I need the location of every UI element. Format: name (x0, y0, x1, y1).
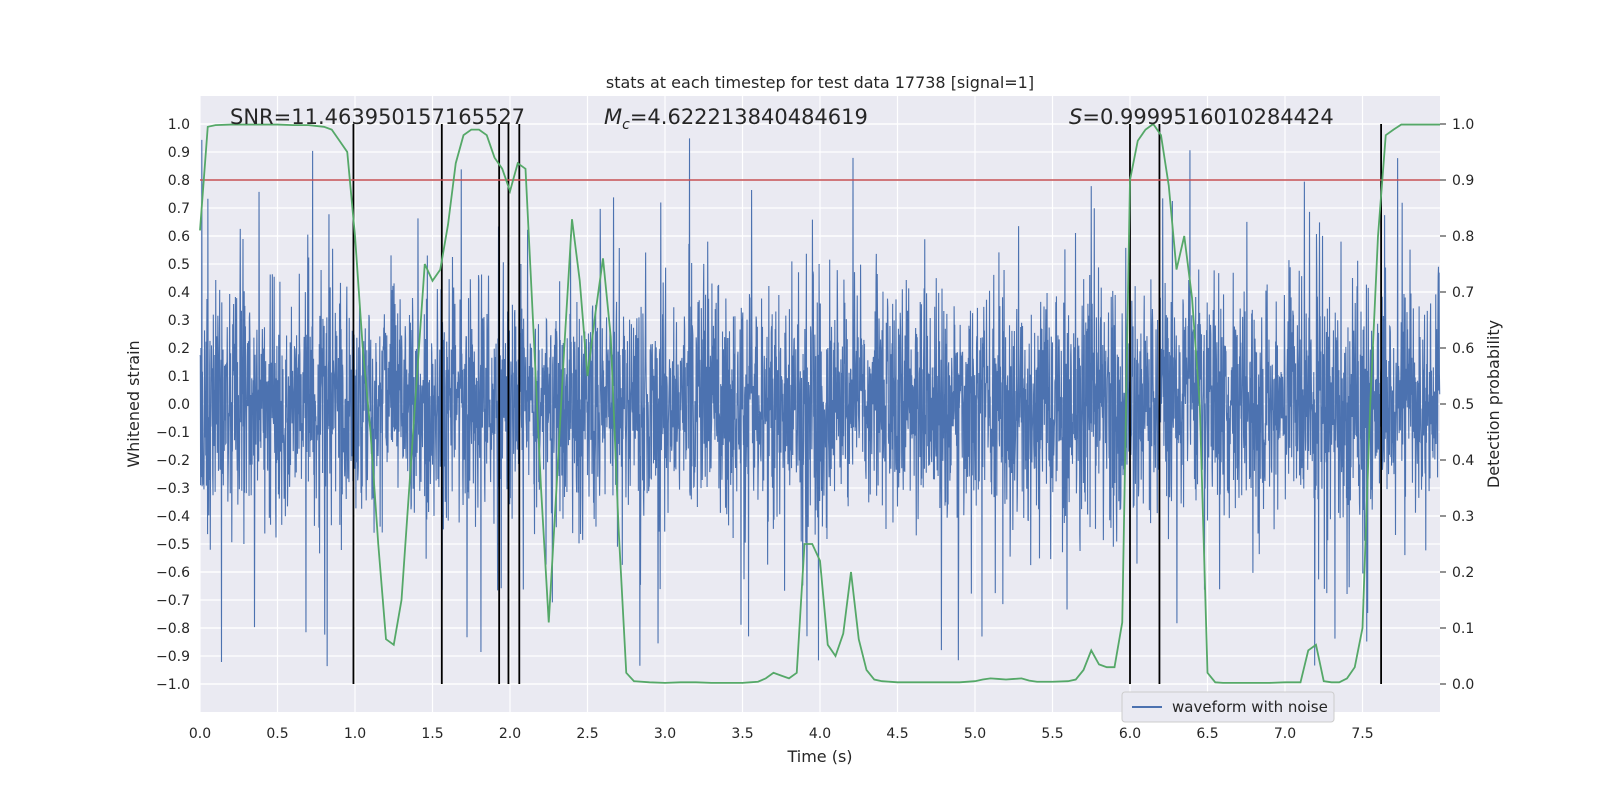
y-tick-labels: −1.0 −0.9 −0.8 −0.7 −0.6 −0.5 −0.4 −0.3 −0.2 −0.1… (156, 117, 190, 693)
y-tick-label: −0.1 (156, 425, 190, 441)
legend-box (1121, 691, 1335, 723)
x-tick-label: 4.0 (809, 726, 831, 742)
y2-tick-label: 0.8 (1452, 229, 1474, 245)
y2-tick-label: 0.2 (1452, 565, 1474, 581)
x-tick-label: 1.5 (421, 726, 443, 742)
x-tick-label: 2.5 (576, 726, 598, 742)
y2-tick-label: 1.0 (1452, 117, 1474, 133)
x-tick-label: 3.0 (654, 726, 676, 742)
y-tick-label: 0.3 (168, 313, 190, 329)
chirp-mass-value: =4.622213840484619 (630, 105, 868, 129)
x-tick-label: 5.5 (1041, 726, 1063, 742)
y2-axis-label: Detection probability (1484, 320, 1503, 488)
legend-label: waveform with noise (1172, 698, 1328, 716)
x-tick-label: 6.5 (1196, 726, 1218, 742)
y-tick-label: 0.2 (168, 341, 190, 357)
waveform-series (199, 138, 1441, 667)
y-tick-label: −0.2 (156, 453, 190, 469)
y2-tick-label: 0.4 (1452, 453, 1474, 469)
x-tick-label: 7.5 (1351, 726, 1373, 742)
y-tick-label: 0.8 (168, 173, 190, 189)
chirp-mass-symbol: M (604, 105, 622, 129)
chart-title: stats at each timestep for test data 177… (606, 73, 1034, 92)
x-tick-label: 5.0 (964, 726, 986, 742)
probability-line (199, 122, 1440, 684)
y2-tick-labels: 0.0 0.1 0.2 0.3 0.4 0.5 0.6 0.7 0.8 0.9 1.0 (1440, 117, 1474, 693)
y-tick-label: 0.9 (168, 145, 190, 161)
y-tick-label: −0.5 (156, 537, 190, 553)
s-value: =0.9999516010284424 (1082, 105, 1333, 129)
y-tick-label: 0.5 (168, 257, 190, 273)
s-annotation: S=0.9999516010284424 (1069, 105, 1334, 129)
y2-tick-label: 0.1 (1452, 621, 1474, 637)
y2-tick-label: 0.5 (1452, 397, 1474, 413)
y-axis-label: Whitened strain (124, 340, 143, 467)
y2-tick-label: 0.3 (1452, 509, 1474, 525)
s-symbol: S (1069, 105, 1082, 129)
x-axis-label: Time (s) (786, 747, 852, 766)
waveform-line (199, 138, 1441, 667)
y2-tick-label: 0.0 (1452, 677, 1474, 693)
x-tick-label: 0.0 (189, 726, 211, 742)
probability-series (199, 122, 1440, 684)
x-tick-label: 6.0 (1119, 726, 1141, 742)
x-tick-label: 0.5 (266, 726, 288, 742)
y-tick-label: 0.6 (168, 229, 190, 245)
chirp-mass-subscript: c (622, 117, 630, 133)
x-tick-label: 7.0 (1274, 726, 1296, 742)
x-tick-label: 2.0 (499, 726, 521, 742)
x-tick-label: 1.0 (344, 726, 366, 742)
x-tick-label: 4.5 (886, 726, 908, 742)
y-tick-label: 0.4 (168, 285, 190, 301)
chirp-mass-annotation: Mc=4.622213840484619 (604, 105, 868, 133)
x-tick-labels: 0.0 0.5 1.0 1.5 2.0 2.5 3.0 3.5 4.0 4.5 5.0 5.5 6.0 6… (189, 726, 1374, 742)
y-tick-label: −0.9 (156, 649, 190, 665)
snr-annotation: SNR=11.463950157165527 (230, 105, 525, 129)
y-tick-label: 0.1 (168, 369, 190, 385)
y-tick-label: 0.7 (168, 201, 190, 217)
y-tick-label: −0.4 (156, 509, 190, 525)
y2-tick-label: 0.7 (1452, 285, 1474, 301)
y-tick-label: 1.0 (168, 117, 190, 133)
y2-tick-label: 0.9 (1452, 173, 1474, 189)
y-tick-label: −0.3 (156, 481, 190, 497)
y-tick-label: −0.8 (156, 621, 190, 637)
y-tick-label: −1.0 (156, 677, 190, 693)
legend: waveform with noise (1121, 691, 1335, 723)
y-tick-label: 0.0 (168, 397, 190, 413)
y-tick-label: −0.6 (156, 565, 190, 581)
x-tick-label: 3.5 (731, 726, 753, 742)
y2-tick-label: 0.6 (1452, 341, 1474, 357)
y-tick-label: −0.7 (156, 593, 190, 609)
